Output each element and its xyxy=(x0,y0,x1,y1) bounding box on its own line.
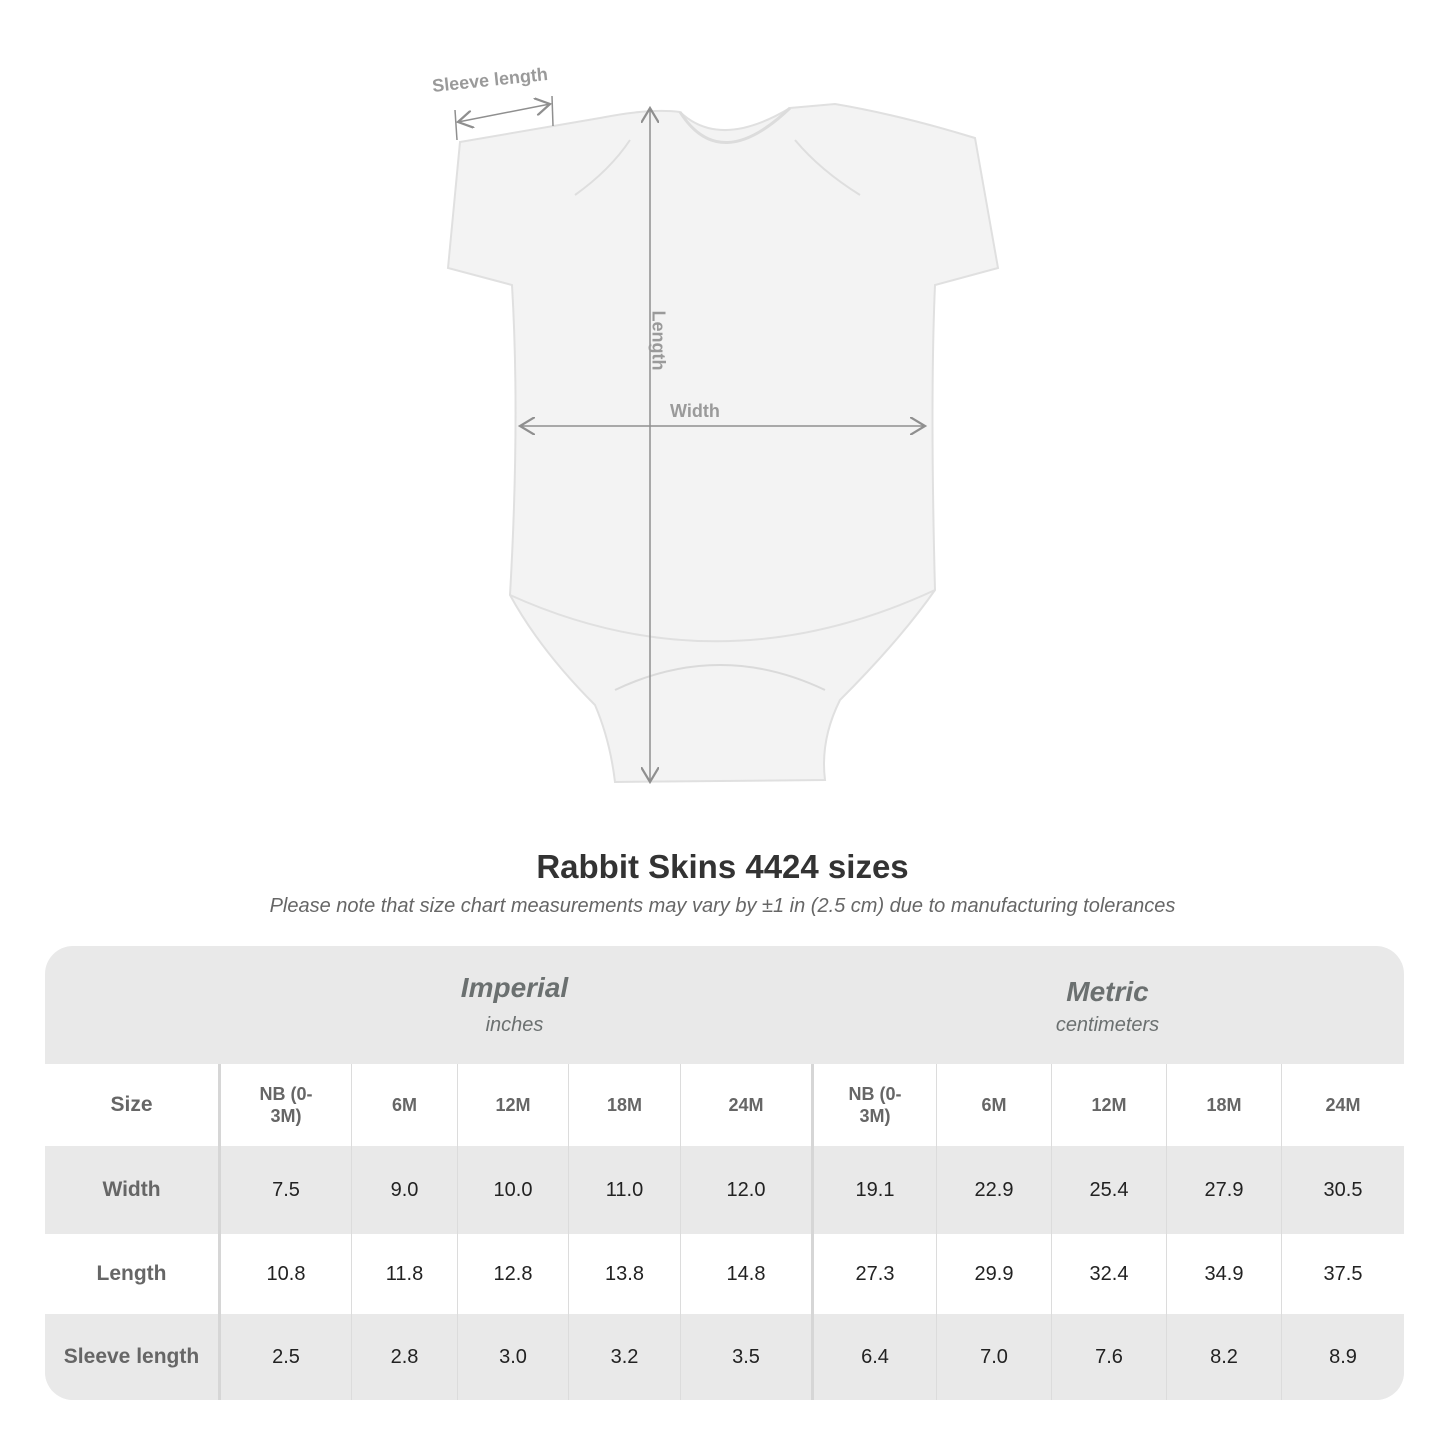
table-cell: 11.0 xyxy=(568,1146,680,1234)
table-cell: 3.5 xyxy=(680,1314,811,1400)
metric-unit: centimeters xyxy=(1055,1014,1160,1036)
table-cell: 9.0 xyxy=(351,1146,457,1234)
table-cell: 13.8 xyxy=(568,1234,680,1314)
imperial-unit: inches xyxy=(485,1014,544,1036)
sleeve-arrow xyxy=(458,104,550,122)
onesie-body xyxy=(446,102,1000,784)
table-cell: 22.9 xyxy=(936,1146,1051,1234)
table-cell: 2.5 xyxy=(218,1314,351,1400)
table-cell: 10.0 xyxy=(457,1146,568,1234)
table-cell: 12.8 xyxy=(457,1234,568,1314)
table-cell: 29.9 xyxy=(936,1234,1051,1314)
table-cell: 7.6 xyxy=(1051,1314,1166,1400)
width-label: Width xyxy=(670,401,720,421)
row-header: Sleeve length xyxy=(63,1345,200,1368)
size-column-header: 12M xyxy=(457,1064,568,1146)
table-cell: 3.0 xyxy=(457,1314,568,1400)
table-cell: 12.0 xyxy=(680,1146,811,1234)
row-header: Width xyxy=(102,1178,161,1201)
size-header-row: Size NB (0-3M) 6M 12M 18M 24M NB (0-3M) 6M 12M 18… xyxy=(45,1064,1404,1146)
size-column-header: NB (0-3M) xyxy=(218,1064,351,1146)
table-cell: 27.3 xyxy=(811,1234,936,1314)
size-column-header: NB (0-3M) xyxy=(811,1064,936,1146)
table-cell: 8.2 xyxy=(1166,1314,1281,1400)
table-cell: 8.9 xyxy=(1281,1314,1404,1400)
table-cell: 37.5 xyxy=(1281,1234,1404,1314)
table-cell: 32.4 xyxy=(1051,1234,1166,1314)
table-cell: 10.8 xyxy=(218,1234,351,1314)
table-cell: 11.8 xyxy=(351,1234,457,1314)
table-cell: 7.5 xyxy=(218,1146,351,1234)
size-column-header: 18M xyxy=(568,1064,680,1146)
size-column-header: 12M xyxy=(1051,1064,1166,1146)
size-column-header: 6M xyxy=(936,1064,1051,1146)
length-label: Length xyxy=(648,310,669,371)
table-cell: 14.8 xyxy=(680,1234,811,1314)
chart-subtitle: Please note that size chart measurements… xyxy=(269,895,1176,917)
table-cell: 34.9 xyxy=(1166,1234,1281,1314)
table-row: Length 10.8 11.8 12.8 13.8 14.8 27.3 29.9 32.4 34… xyxy=(45,1234,1404,1314)
table-cell: 3.2 xyxy=(568,1314,680,1400)
table-cell: 19.1 xyxy=(811,1146,936,1234)
row-header: Length xyxy=(96,1262,167,1285)
table-cell: 7.0 xyxy=(936,1314,1051,1400)
imperial-label: Imperial xyxy=(460,972,569,1003)
table-row: Sleeve length 2.5 2.8 3.0 3.2 3.5 6.4 7.0 7.6 8.2… xyxy=(45,1314,1404,1400)
size-column-header: 24M xyxy=(680,1064,811,1146)
metric-header: Metric centimeters xyxy=(811,946,1404,1064)
metric-label: Metric xyxy=(1066,976,1149,1007)
imperial-header: Imperial inches xyxy=(218,946,811,1064)
onesie-illustration xyxy=(446,95,1000,820)
table-cell: 30.5 xyxy=(1281,1146,1404,1234)
size-column-header: 18M xyxy=(1166,1064,1281,1146)
row-header: Size xyxy=(110,1093,153,1116)
size-table: Imperial inches Metric centimeters Size N… xyxy=(45,946,1404,1400)
table-row: Width 7.5 9.0 10.0 11.0 12.0 19.1 22.9 25.4 27.9 3… xyxy=(45,1146,1404,1234)
size-column-header: 24M xyxy=(1281,1064,1404,1146)
table-cell: 2.8 xyxy=(351,1314,457,1400)
size-column-header: 6M xyxy=(351,1064,457,1146)
table-cell: 25.4 xyxy=(1051,1146,1166,1234)
table-cell: 27.9 xyxy=(1166,1146,1281,1234)
table-cell: 6.4 xyxy=(811,1314,936,1400)
chart-title: Rabbit Skins 4424 sizes xyxy=(536,848,909,885)
